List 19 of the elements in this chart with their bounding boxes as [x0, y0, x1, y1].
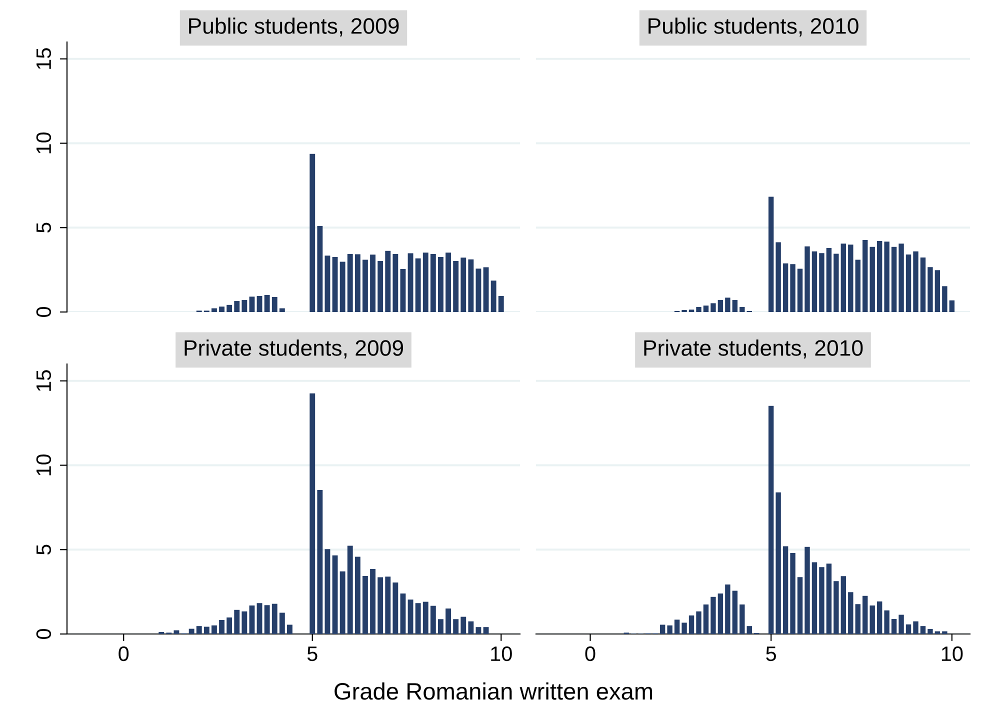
y-tick-label: 0 — [36, 307, 52, 317]
chart-title: Private students, 2010 — [644, 340, 863, 359]
x-tick-label: 0 — [585, 646, 596, 662]
x-tick-label: 10 — [491, 646, 512, 662]
chart-title: Public students, 2010 — [648, 18, 858, 37]
x-tick-label: 5 — [307, 646, 318, 662]
y-tick-label: 15 — [36, 48, 52, 69]
y-tick-label: 10 — [36, 454, 52, 476]
y-tick-label: 5 — [36, 544, 52, 555]
x-axis-title: Grade Romanian written exam — [334, 682, 652, 700]
chart-title: Private students, 2009 — [184, 340, 404, 359]
x-tick-label: 10 — [942, 646, 963, 662]
y-tick-label: 15 — [36, 370, 52, 391]
chart-title: Public students, 2009 — [189, 18, 399, 37]
y-tick-label: 0 — [36, 629, 52, 639]
y-tick-label: 5 — [36, 222, 52, 233]
x-tick-label: 0 — [118, 646, 129, 662]
y-tick-label: 10 — [36, 132, 52, 154]
x-tick-label: 5 — [766, 646, 776, 662]
